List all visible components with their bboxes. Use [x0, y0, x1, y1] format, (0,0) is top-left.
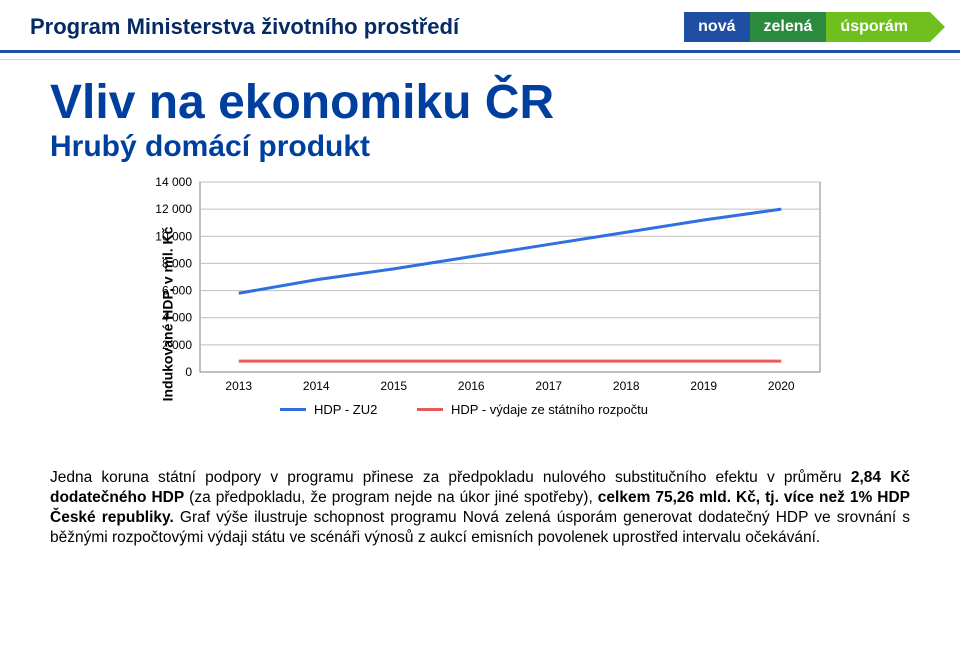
logo-tag-zelena: zelená — [750, 12, 827, 42]
chart-ylabel: Indukované HDP, v mil. Kč — [159, 227, 175, 402]
header-subrule — [0, 59, 960, 60]
hdp-chart: Indukované HDP, v mil. Kč 02 0004 0006 0… — [140, 174, 840, 454]
logo-tag-usporam: úsporám — [826, 12, 930, 42]
svg-text:2014: 2014 — [303, 379, 330, 393]
svg-text:2019: 2019 — [690, 379, 717, 393]
header-rule — [0, 50, 960, 53]
logo-nzu: nová zelená úsporám — [684, 12, 930, 42]
svg-text:HDP - ZU2: HDP - ZU2 — [314, 402, 377, 417]
svg-text:12 000: 12 000 — [155, 203, 192, 217]
svg-text:HDP - výdaje ze státního rozpo: HDP - výdaje ze státního rozpočtu — [451, 402, 648, 417]
para-text-2: (za předpokladu, že program nejde na úko… — [184, 489, 598, 506]
svg-text:2016: 2016 — [458, 379, 485, 393]
main-content: Vliv na ekonomiku ČR Hrubý domácí produk… — [0, 78, 960, 548]
svg-text:14 000: 14 000 — [155, 175, 192, 189]
page-header: Program Ministerstva životního prostředí… — [0, 0, 960, 50]
program-title: Program Ministerstva životního prostředí — [30, 14, 459, 40]
svg-text:2017: 2017 — [535, 379, 562, 393]
logo-tag-nova: nová — [684, 12, 749, 42]
svg-text:0: 0 — [185, 365, 192, 379]
svg-text:2013: 2013 — [225, 379, 252, 393]
svg-text:2015: 2015 — [380, 379, 407, 393]
page-title: Vliv na ekonomiku ČR — [50, 78, 910, 128]
svg-text:2018: 2018 — [613, 379, 640, 393]
svg-text:2020: 2020 — [768, 379, 795, 393]
body-paragraph: Jedna koruna státní podpory v programu p… — [50, 468, 910, 547]
chart-svg: 02 0004 0006 0008 00010 00012 00014 0002… — [140, 174, 840, 454]
page-subtitle: Hrubý domácí produkt — [50, 130, 910, 164]
para-text-3: Graf výše ilustruje schopnost programu N… — [50, 509, 910, 546]
para-text-1: Jedna koruna státní podpory v programu p… — [50, 469, 851, 486]
